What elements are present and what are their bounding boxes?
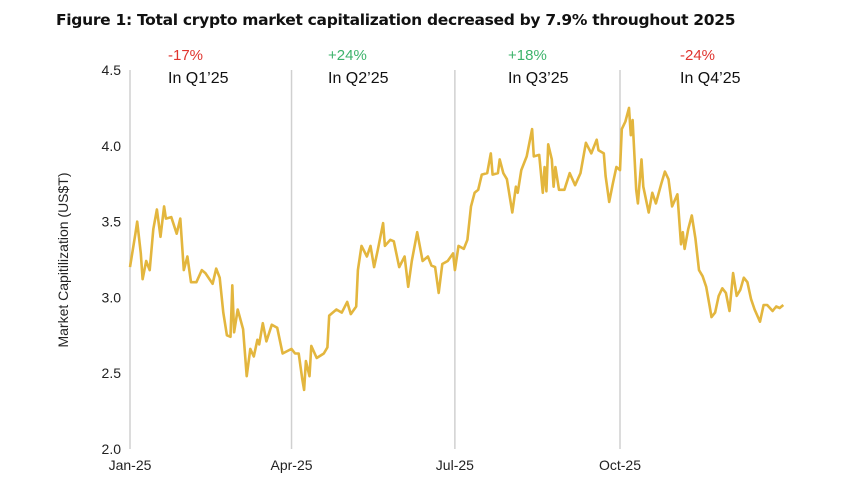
quarter-change: +24% — [328, 47, 367, 64]
x-tick-label: Jan-25 — [109, 457, 152, 473]
y-tick-label: 3.5 — [102, 214, 122, 230]
quarter-change: -17% — [168, 47, 203, 64]
y-tick-label: 4.0 — [102, 138, 122, 154]
y-tick-label: 4.5 — [102, 62, 122, 78]
quarter-label: In Q1’25 — [168, 70, 229, 87]
quarter-change: +18% — [508, 47, 547, 64]
quarter-label: In Q4’25 — [680, 70, 741, 87]
quarter-label: In Q2’25 — [328, 70, 389, 87]
y-tick-label: 2.5 — [102, 365, 122, 381]
x-tick-label: Jul-25 — [436, 457, 474, 473]
quarter-change: -24% — [680, 47, 715, 64]
x-tick-label: Oct-25 — [599, 457, 641, 473]
series-line — [128, 106, 785, 392]
y-tick-label: 3.0 — [102, 289, 122, 305]
chart-title: Figure 1: Total crypto market capitaliza… — [56, 11, 736, 29]
quarter-label: In Q3’25 — [508, 70, 569, 87]
y-tick-label: 2.0 — [102, 441, 122, 457]
x-tick-label: Apr-25 — [271, 457, 313, 473]
y-axis-label: Market Capitilization (US$T) — [55, 172, 71, 347]
